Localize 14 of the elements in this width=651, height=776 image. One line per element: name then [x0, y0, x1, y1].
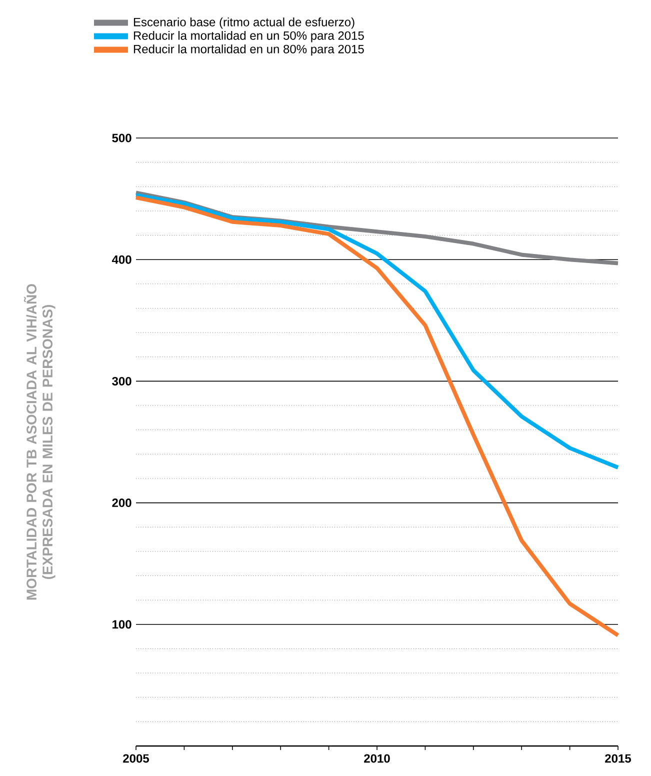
legend-label: Reducir la mortalidad en un 80% para 2015 — [134, 44, 364, 56]
y-tick-label: 400 — [112, 255, 132, 264]
x-tick-label: 2015 — [605, 754, 632, 763]
y-tick-label: 100 — [112, 620, 132, 629]
legend-label: Reducir la mortalidad en un 50% para 2015 — [134, 31, 364, 42]
y-tick-label: 200 — [112, 498, 132, 508]
x-tick-label: 2005 — [123, 754, 150, 763]
x-tick-label: 2010 — [364, 754, 390, 763]
legend-label: Escenario base (ritmo actual de esfuerzo) — [134, 18, 354, 29]
y-tick-label: 500 — [112, 134, 132, 142]
y-tick-label: 300 — [112, 376, 132, 386]
line-series — [134, 196, 620, 638]
line-series — [134, 193, 620, 470]
y-axis-title: MORTALIDAD POR TB ASOCIADA AL VIH/AÑO (EXPRESADA EN MILES DE PERSONAS) — [24, 284, 56, 600]
